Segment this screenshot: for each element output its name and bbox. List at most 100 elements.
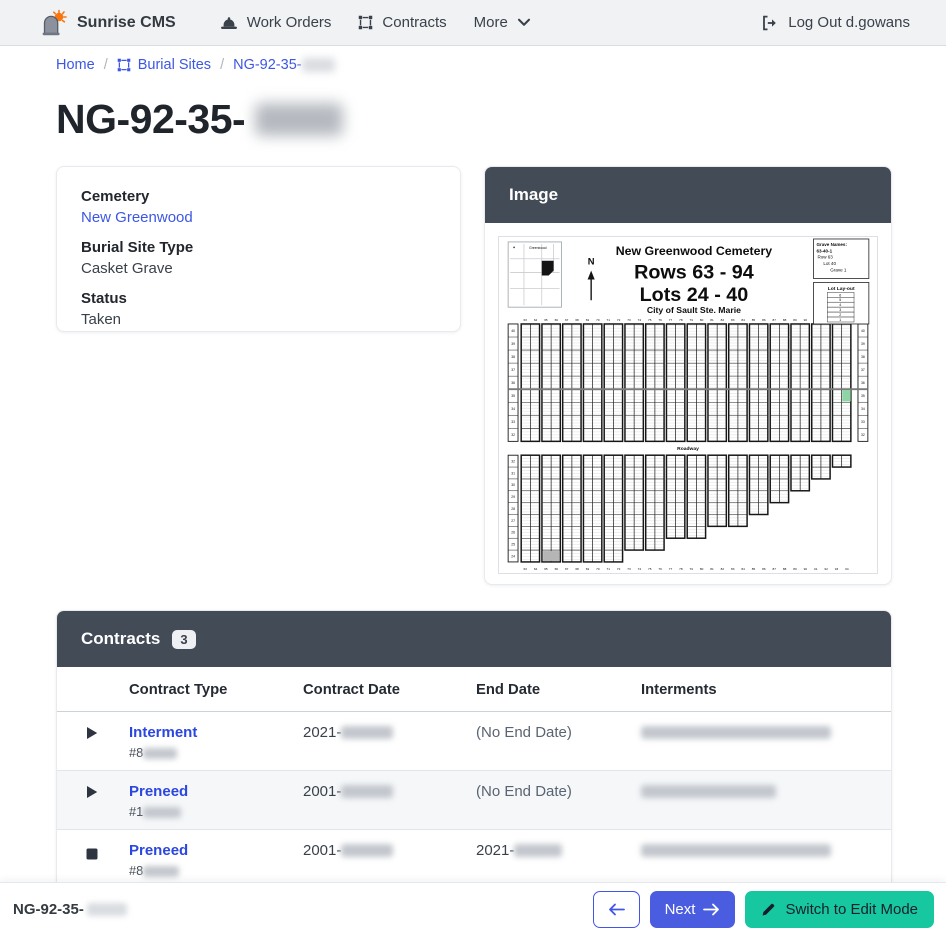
previous-button[interactable]: [592, 891, 640, 928]
svg-text:83: 83: [731, 318, 735, 322]
svg-text:Lot Lay-out: Lot Lay-out: [828, 286, 855, 292]
svg-text:85: 85: [752, 318, 756, 322]
svg-text:77: 77: [669, 318, 673, 322]
contracts-table: Contract Type Contract Date End Date Int…: [57, 667, 891, 889]
svg-text:76: 76: [658, 567, 662, 571]
status-column-header: [57, 667, 129, 712]
plot-frame-icon: [117, 58, 131, 72]
svg-text:83: 83: [731, 567, 735, 571]
svg-text:25: 25: [511, 543, 515, 547]
cemetery-map-image[interactable]: 63 64 65 66 67 68 69 70 71 72 73 74 75 76 77 78 79 80 81 82…: [498, 236, 878, 574]
logout-button[interactable]: Log Out d.gowans: [761, 14, 910, 31]
svg-text:36: 36: [861, 381, 865, 385]
svg-text:86: 86: [762, 567, 766, 571]
contract-link[interactable]: Interment: [129, 724, 198, 741]
svg-text:80: 80: [700, 318, 704, 322]
nav-links: Work Orders Contracts More: [220, 14, 531, 31]
play-status-icon: [87, 786, 98, 798]
svg-text:35: 35: [861, 394, 865, 398]
cemetery-link[interactable]: New Greenwood: [81, 209, 193, 226]
footer-actions: Next Switch to Edit Mode: [592, 891, 934, 928]
image-card-header: Image: [485, 167, 891, 223]
svg-text:84: 84: [741, 567, 745, 571]
nav-more[interactable]: More: [474, 14, 531, 31]
svg-text:67: 67: [565, 567, 569, 571]
svg-text:93: 93: [835, 567, 839, 571]
redacted-interments: [641, 726, 831, 739]
contract-link[interactable]: Preneed: [129, 783, 189, 800]
svg-text:26: 26: [511, 531, 515, 535]
footer-bar: NG-92-35- Next Switch to Edit Mode: [0, 882, 946, 936]
svg-text:82: 82: [721, 567, 725, 571]
nav-more-label: More: [473, 14, 508, 31]
svg-text:73: 73: [627, 567, 631, 571]
svg-text:69: 69: [586, 567, 590, 571]
svg-text:78: 78: [679, 318, 683, 322]
svg-text:37: 37: [511, 368, 515, 372]
svg-text:71: 71: [607, 318, 611, 322]
svg-text:34: 34: [861, 407, 865, 411]
svg-text:72: 72: [617, 318, 621, 322]
pencil-icon: [762, 903, 775, 916]
contracts-count-badge: 3: [172, 629, 196, 649]
svg-text:New Greenwood Cemetery: New Greenwood Cemetery: [616, 244, 773, 258]
logout-icon: [763, 15, 777, 30]
svg-text:75: 75: [648, 567, 652, 571]
svg-text:65: 65: [544, 318, 548, 322]
svg-text:Greenwood: Greenwood: [529, 246, 546, 250]
nav-work-orders[interactable]: Work Orders: [220, 14, 331, 31]
site-type-label: Burial Site Type: [81, 239, 194, 256]
arrow-left-icon: [608, 903, 625, 916]
contracts-card-title: Contracts: [81, 629, 161, 648]
svg-text:79: 79: [690, 567, 694, 571]
svg-text:66: 66: [555, 318, 559, 322]
end-date: (No End Date): [476, 783, 572, 800]
svg-text:32: 32: [511, 460, 515, 464]
contracts-card: Contracts 3 Contract Type Contract Date …: [56, 610, 892, 936]
svg-text:66: 66: [555, 567, 559, 571]
svg-text:78: 78: [679, 567, 683, 571]
svg-text:2: 2: [839, 313, 841, 317]
site-type-value: Casket Grave: [81, 260, 173, 277]
switch-to-edit-mode-button[interactable]: Switch to Edit Mode: [745, 891, 934, 928]
svg-text:86: 86: [762, 318, 766, 322]
svg-text:63: 63: [523, 567, 527, 571]
svg-text:Lots 24 - 40: Lots 24 - 40: [640, 284, 749, 306]
svg-text:77: 77: [669, 567, 673, 571]
brand[interactable]: Sunrise CMS: [40, 9, 176, 36]
nav-contracts[interactable]: Contracts: [358, 14, 447, 31]
svg-text:40: 40: [861, 329, 865, 333]
svg-text:City of Sault Ste. Marie: City of Sault Ste. Marie: [647, 305, 741, 315]
redacted-text: [301, 58, 335, 72]
redacted-interments: [641, 844, 831, 857]
logout-label: Log Out d.gowans: [788, 14, 910, 31]
svg-text:82: 82: [721, 318, 725, 322]
svg-text:5: 5: [839, 298, 841, 302]
svg-text:38: 38: [511, 355, 515, 359]
brand-label: Sunrise CMS: [77, 13, 176, 31]
svg-text:3: 3: [839, 308, 841, 312]
column-header: Contract Type: [129, 667, 303, 712]
svg-text:33: 33: [861, 420, 865, 424]
breadcrumb-home[interactable]: Home: [56, 57, 95, 73]
svg-text:81: 81: [710, 318, 714, 322]
redacted-text: [86, 903, 127, 916]
svg-text:Row 63: Row 63: [817, 255, 833, 260]
svg-text:91: 91: [814, 567, 818, 571]
svg-text:40: 40: [511, 329, 515, 333]
svg-text:75: 75: [648, 318, 652, 322]
breadcrumb-burial-sites[interactable]: Burial Sites: [117, 57, 211, 73]
contract-date: 2021-: [303, 724, 342, 741]
svg-text:84: 84: [741, 318, 745, 322]
svg-text:Lot 40: Lot 40: [823, 261, 836, 266]
svg-text:32: 32: [861, 433, 865, 437]
svg-text:Grave Names:: Grave Names:: [816, 242, 847, 247]
svg-text:79: 79: [690, 318, 694, 322]
status-value: Taken: [81, 311, 122, 328]
contract-link[interactable]: Preneed: [129, 842, 189, 859]
svg-text:6: 6: [839, 293, 841, 297]
navbar: Sunrise CMS Work Orders Contracts More: [0, 0, 946, 46]
next-button[interactable]: Next: [649, 891, 736, 928]
svg-text:92: 92: [824, 567, 828, 571]
svg-text:31: 31: [511, 471, 515, 475]
